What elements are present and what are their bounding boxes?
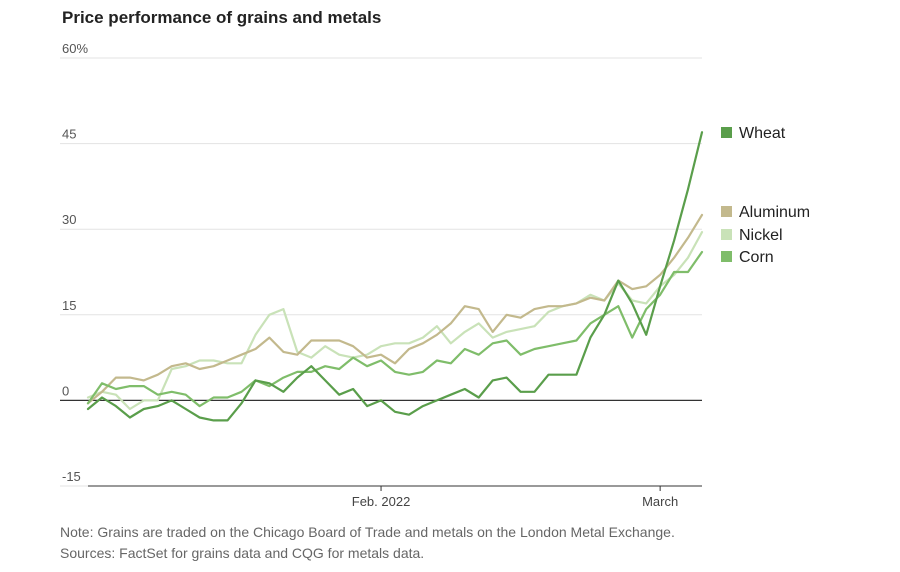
y-tick-label: 15 [62,298,76,313]
series-line-nickel [86,231,704,411]
chart-title: Price performance of grains and metals [62,8,382,27]
y-tick-label: 0 [62,383,69,398]
y-tick-label: 45 [62,127,76,142]
legend-label-aluminum: Aluminum [739,204,810,221]
series-line-aluminum [86,213,704,405]
x-tick-label: Feb. 2022 [352,494,411,509]
legend-swatch-aluminum [721,206,732,217]
series-line-corn [86,250,704,408]
series-line-wheat [86,131,704,422]
legend-label-wheat: Wheat [739,125,786,142]
legend-swatch-corn [721,251,732,262]
chart-sources: Sources: FactSet for grains data and CQG… [60,545,425,561]
legend-swatch-nickel [721,229,732,240]
y-tick-label: 30 [62,212,76,227]
y-tick-label: -15 [62,469,81,484]
legend-swatch-wheat [721,127,732,138]
chart-note: Note: Grains are traded on the Chicago B… [60,524,675,540]
legend-label-corn: Corn [739,249,774,266]
y-tick-label: 60% [62,41,88,56]
x-tick-label: March [642,494,678,509]
legend-label-nickel: Nickel [739,227,783,244]
